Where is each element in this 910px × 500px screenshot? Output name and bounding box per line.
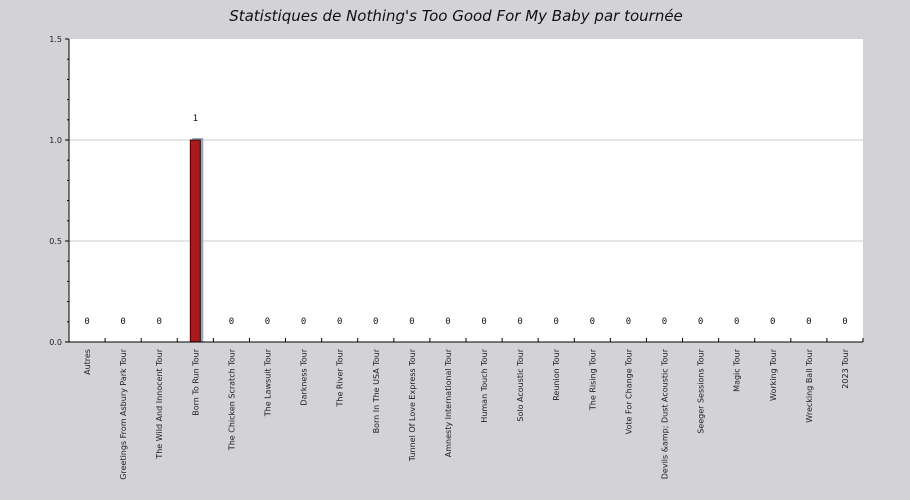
x-category-label: Wrecking Ball Tour: [805, 348, 814, 422]
bars: [189, 138, 204, 343]
plot-area: [69, 39, 863, 342]
data-label: 0: [337, 317, 342, 327]
x-category-label: The Rising Tour: [588, 348, 597, 411]
x-category-label: Human Touch Tour: [480, 348, 489, 422]
data-label: 0: [554, 317, 559, 327]
y-tick-labels: 0.0 0.5 1.0 1.5: [49, 35, 62, 347]
x-category-label: 2023 Tour: [841, 348, 850, 388]
x-category-label: Seeger Sessions Tour: [697, 348, 706, 433]
x-category-label: The Wild And Innocent Tour: [155, 348, 164, 459]
x-category-label: Born To Run Tour: [191, 348, 200, 415]
x-category-label: Reunion Tour: [552, 348, 561, 400]
x-category-label: Tunnel Of Love Express Tour: [408, 348, 417, 462]
data-label: 0: [84, 317, 89, 327]
data-label: 0: [590, 317, 595, 327]
x-category-label: Magic Tour: [733, 348, 742, 392]
data-label: 0: [662, 317, 667, 327]
data-label: 0: [734, 317, 739, 327]
bar: [189, 139, 201, 343]
data-labels: 0 0 0 1 0 0 0 0 0 0 0 0 0 0 0 0 0 0 0 0 0 0: [84, 114, 847, 327]
data-label: 0: [770, 317, 775, 327]
x-category-label: Vote For Change Tour: [624, 348, 633, 434]
data-label: 0: [157, 317, 162, 327]
x-category-label: Devils &amp; Dust Acoustic Tour: [661, 348, 670, 479]
x-tick-labels: Autres Greetings From Asbury Park Tour The…: [83, 348, 850, 479]
data-label: 0: [120, 317, 125, 327]
data-label: 0: [517, 317, 522, 327]
x-category-label: Working Tour: [769, 348, 778, 401]
axes: [65, 38, 864, 343]
x-category-label: Born In The USA Tour: [372, 348, 381, 433]
x-category-label: Greetings From Asbury Park Tour: [119, 348, 128, 479]
x-category-label: Darkness Tour: [300, 348, 309, 405]
data-label: 0: [373, 317, 378, 327]
y-tick-label: 0.0: [49, 338, 62, 347]
data-label: 0: [265, 317, 270, 327]
data-label: 0: [409, 317, 414, 327]
y-tick-label: 1.0: [49, 136, 62, 145]
data-label: 0: [301, 317, 306, 327]
x-category-label: The Chicken Scratch Tour: [227, 348, 236, 451]
x-category-label: Solo Acoustic Tour: [516, 348, 525, 421]
data-label: 1: [193, 114, 198, 124]
x-category-label: Autres: [83, 349, 92, 375]
data-label: 0: [698, 317, 703, 327]
x-category-label: The River Tour: [336, 348, 345, 407]
data-label: 0: [842, 317, 847, 327]
data-label: 0: [806, 317, 811, 327]
chart-title: Statistiques de Nothing's Too Good For M…: [229, 7, 683, 25]
y-tick-label: 1.5: [49, 35, 62, 44]
data-label: 0: [229, 317, 234, 327]
data-label: 0: [626, 317, 631, 327]
data-label: 0: [481, 317, 486, 327]
data-label: 0: [445, 317, 450, 327]
x-category-label: Amnesty International Tour: [444, 348, 453, 457]
y-tick-label: 0.5: [49, 237, 62, 246]
x-category-label: The Lawsuit Tour: [264, 348, 273, 417]
